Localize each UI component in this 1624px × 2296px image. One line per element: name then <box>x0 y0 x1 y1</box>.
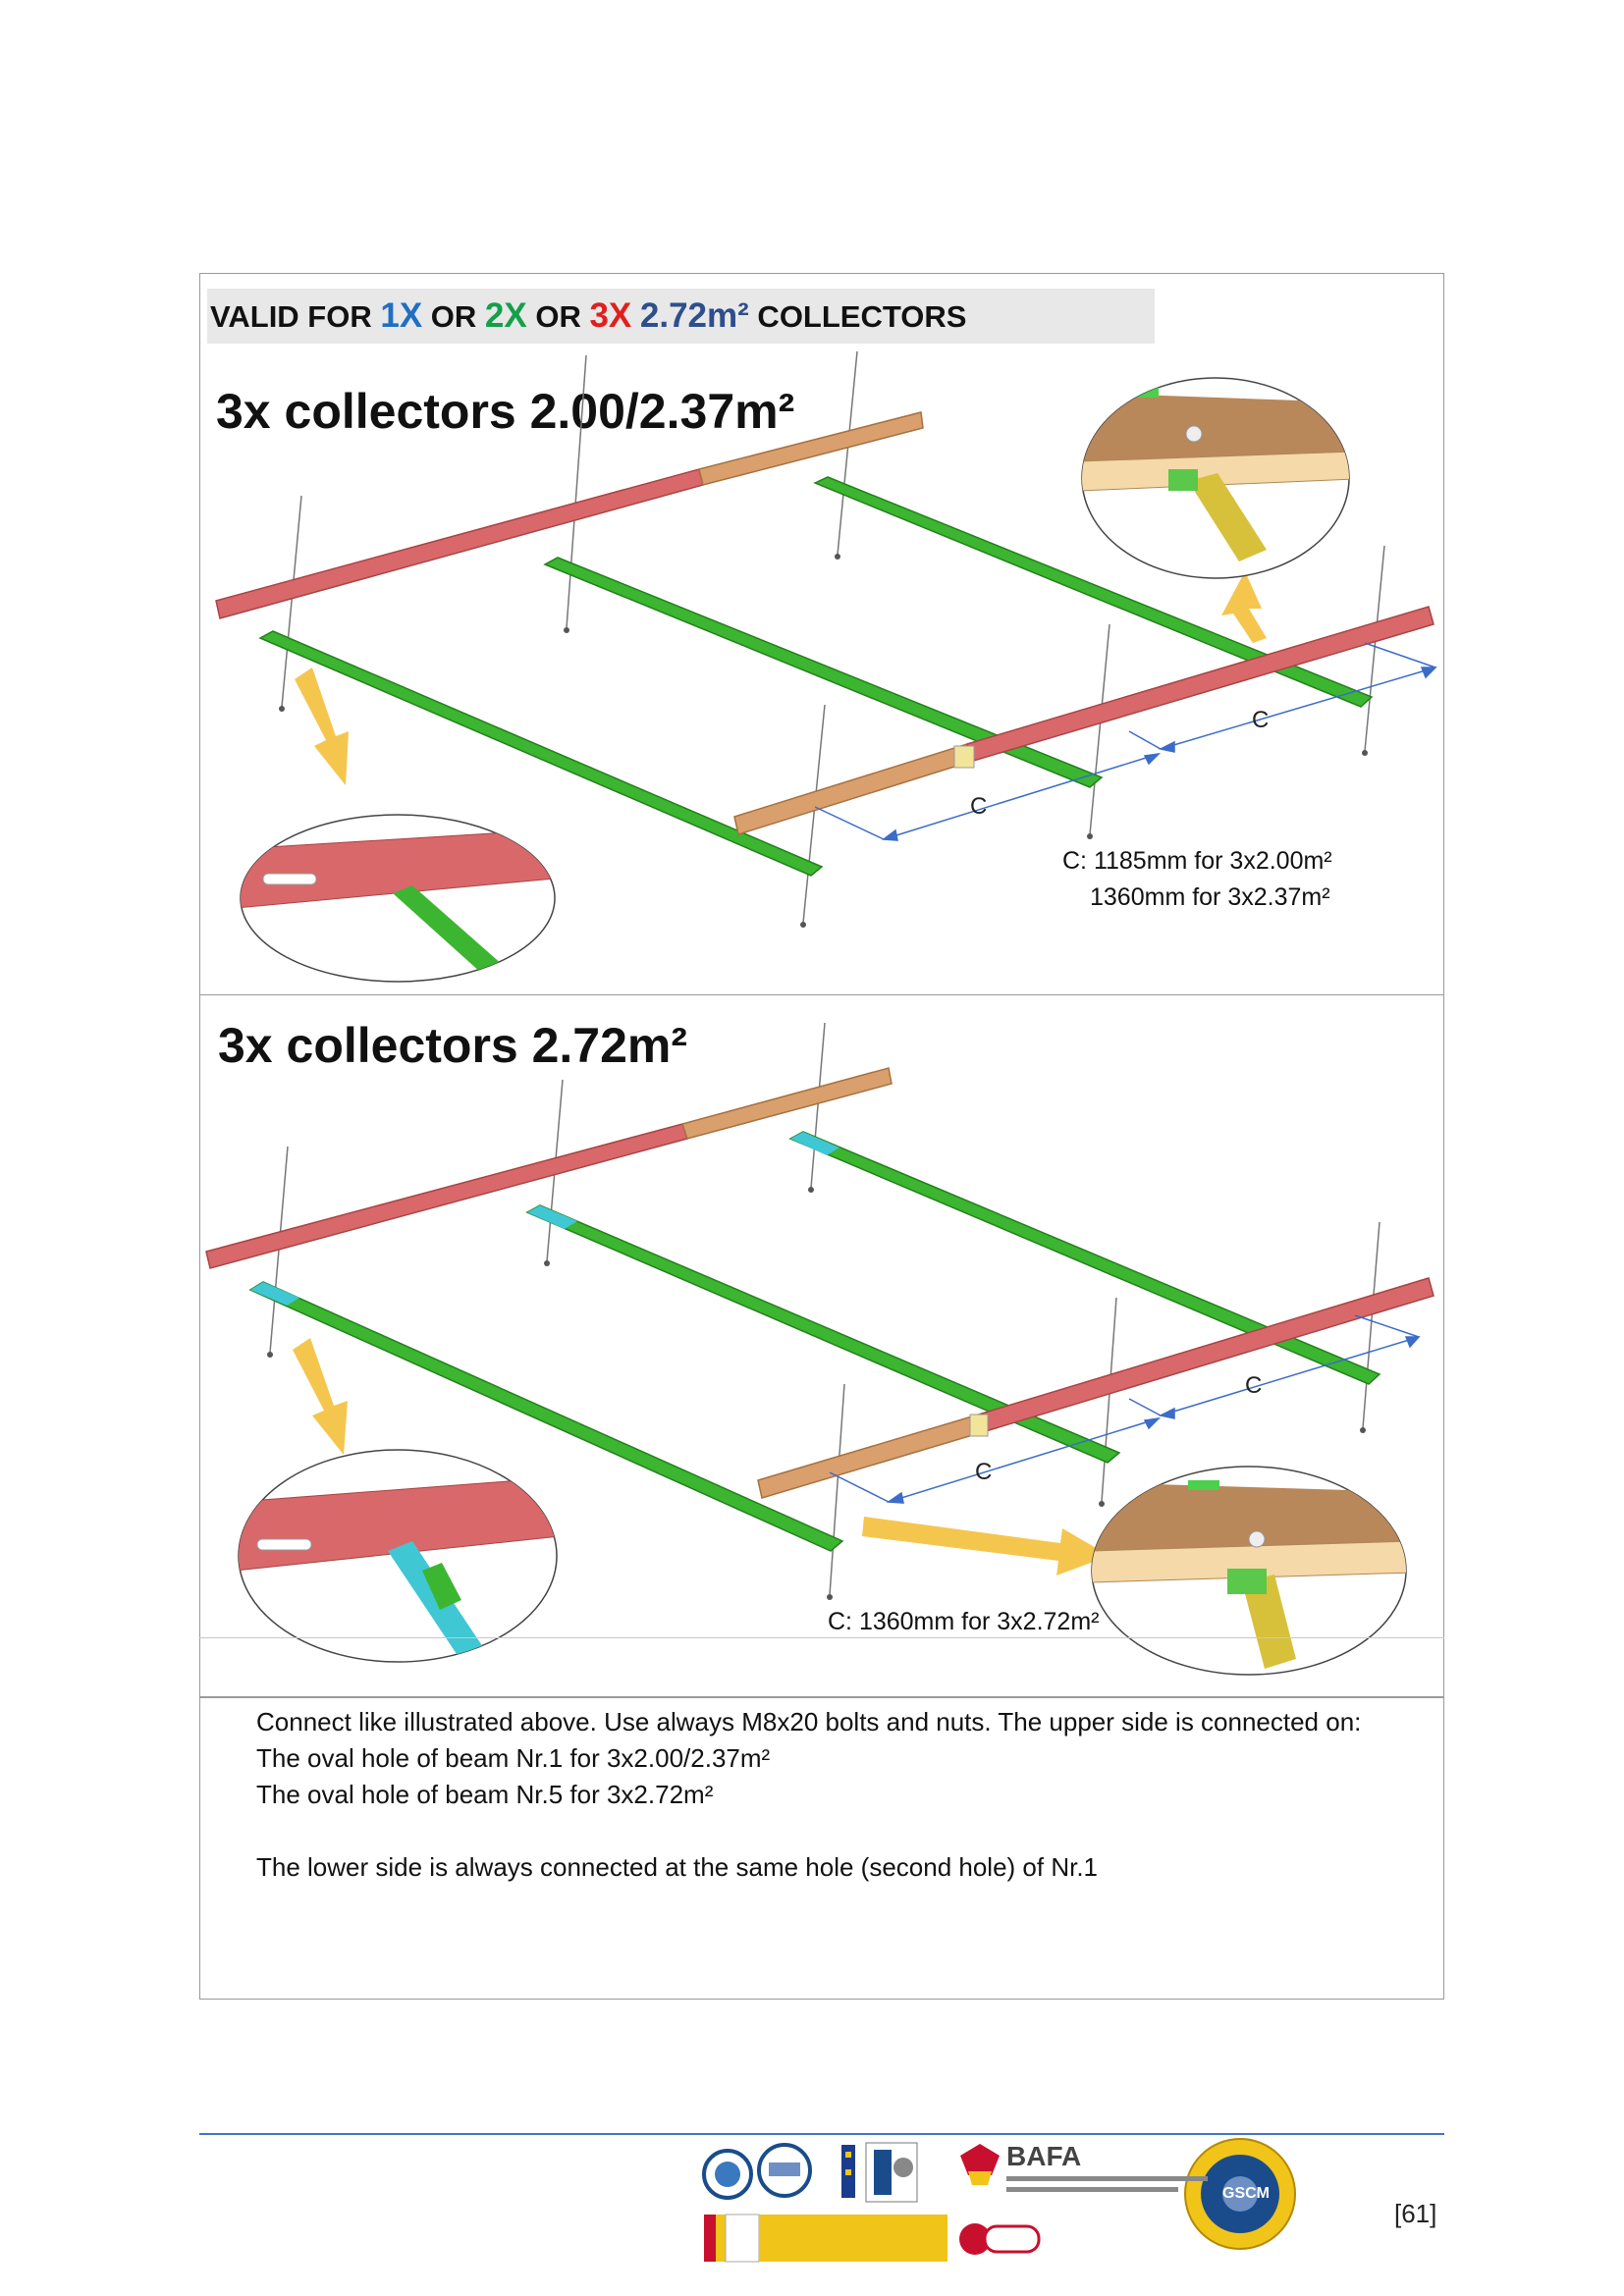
certification-logo-2 <box>757 2143 812 2198</box>
instructions-box: Connect like illustrated above. Use alwa… <box>199 1697 1444 2000</box>
footer-rule <box>199 2133 1444 2135</box>
page-number: [61] <box>1394 2199 1437 2228</box>
instruction-line-2: The oval hole of beam Nr.1 for 3x2.00/2.… <box>256 1743 771 1773</box>
instruction-line-4: The lower side is always connected at th… <box>256 1852 1099 1882</box>
collector-area: 2.72m² <box>639 296 749 335</box>
instruction-line-3: The oval hole of beam Nr.5 for 3x2.72m² <box>256 1780 714 1809</box>
section2-title: 3x collectors 2.72m² <box>218 1018 688 1073</box>
section1-title: 3x collectors 2.00/2.37m² <box>216 384 795 439</box>
dim-label-c-1b: C <box>970 793 988 820</box>
rail-2 <box>543 557 1104 788</box>
section2-drawing <box>205 1022 1435 1676</box>
zoom-detail-left <box>240 814 556 983</box>
gscm-seal <box>1184 2138 1296 2250</box>
back-beam-tan <box>698 411 924 486</box>
bafa-subtext <box>1006 2176 1208 2181</box>
section1-drawing <box>215 350 1437 983</box>
arrow-down-left <box>295 667 349 785</box>
section2-note: C: 1360mm for 3x2.72m² <box>828 1608 1100 1635</box>
arrow-down-left-2 <box>293 1338 348 1455</box>
certification-logo-1 <box>702 2149 753 2200</box>
dim-label-c-1a: C <box>1252 707 1270 733</box>
zoom-detail-right-2 <box>1091 1466 1407 1676</box>
section1-note-line1: C: 1185mm for 3x2.00m² <box>1062 847 1332 875</box>
certification-logo-5 <box>959 2223 1041 2255</box>
arrow-up-right <box>1221 571 1267 643</box>
illustration-frame <box>199 273 1444 1697</box>
certification-logo-4 <box>865 2142 918 2203</box>
arrow-right-2 <box>862 1517 1110 1575</box>
bafa-name: BAFA <box>1006 2141 1082 2171</box>
option-1x: 1X <box>380 296 423 335</box>
spain-ministry-logo <box>704 2214 947 2263</box>
dim-label-c-2b: C <box>975 1459 993 1485</box>
section1-note-line2: 1360mm for 3x2.37m² <box>1090 883 1330 911</box>
back-beam-tan-2 <box>681 1067 893 1140</box>
section2-baseline <box>199 1637 1444 1638</box>
certification-logo-3 <box>841 2145 855 2198</box>
rail-3 <box>813 476 1374 708</box>
gscm-label: GSCM <box>1222 2185 1270 2202</box>
option-2x: 2X <box>484 296 527 335</box>
option-3x: 3X <box>589 296 632 335</box>
rail-4 <box>248 1281 844 1552</box>
zoom-detail-left-2 <box>238 1449 558 1663</box>
dim-label-c-2a: C <box>1245 1372 1263 1399</box>
section-divider <box>199 994 1444 995</box>
instruction-line-1: Connect like illustrated above. Use alwa… <box>256 1707 1362 1736</box>
bafa-subtext-2 <box>1006 2187 1178 2192</box>
validity-banner: VALID FOR 1X OR 2X OR 3X 2.72m² COLLECTO… <box>207 289 1155 344</box>
rail-1 <box>258 630 824 877</box>
bafa-logo <box>960 2144 1000 2185</box>
zoom-detail-right <box>1081 377 1350 579</box>
